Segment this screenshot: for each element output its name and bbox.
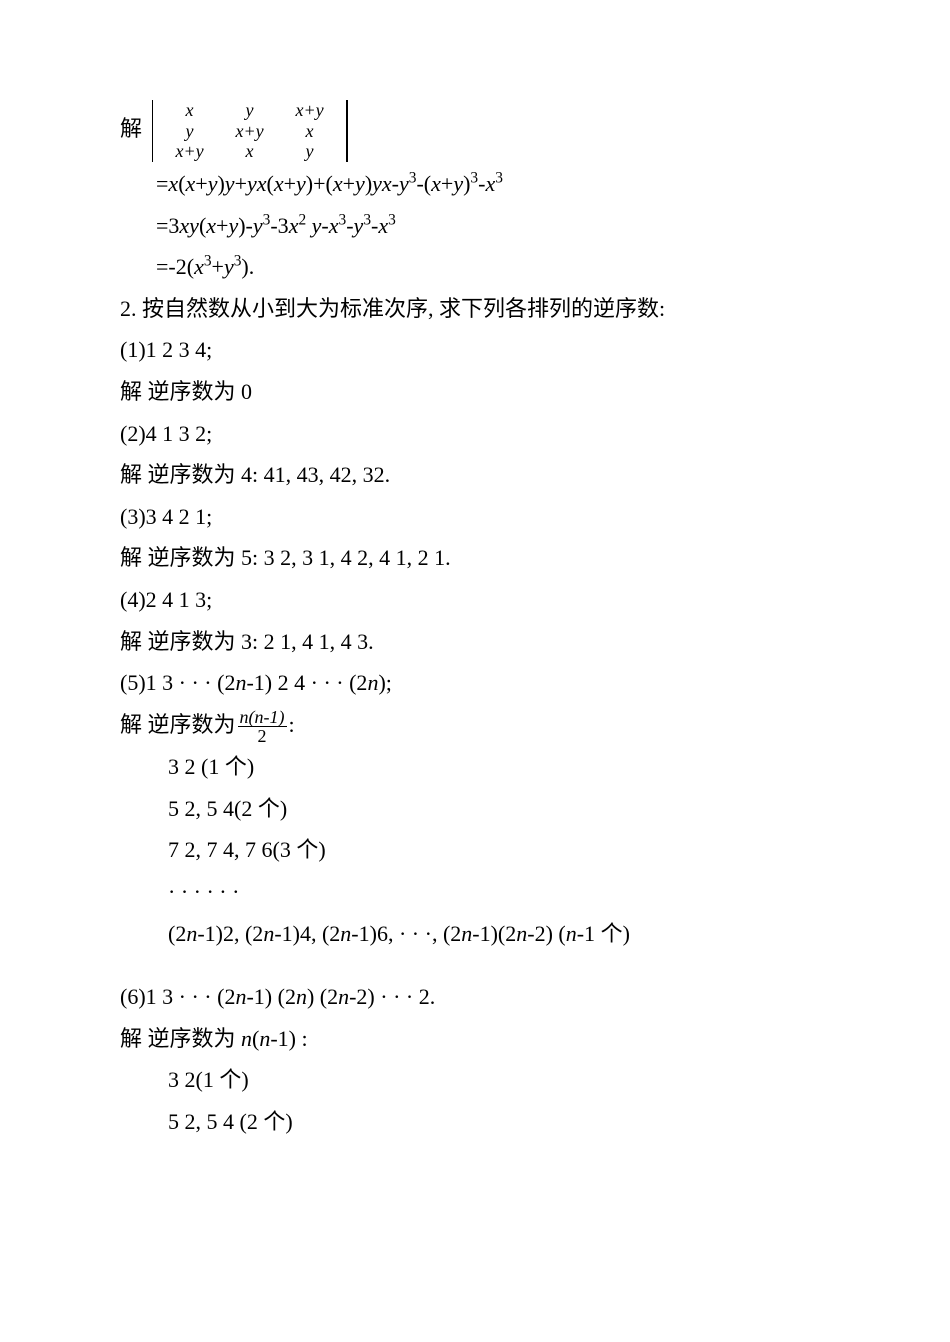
q2-part-5: (5)1 3 · · · (2n-1) 2 4 · · · (2n);	[120, 663, 830, 703]
q2-5-item-1: 3 2 (1 个)	[120, 747, 830, 787]
determinant-3x3: x y x+y y x+y x x+y x y	[152, 100, 348, 162]
q2-part-2: (2)4 1 3 2;	[120, 414, 830, 454]
question-2-title: 2. 按自然数从小到大为标准次序, 求下列各排列的逆序数:	[120, 289, 830, 329]
expansion-line-3: =-2(x3+y3).	[120, 247, 830, 287]
determinant-line: 解 x y x+y y x+y x x+y x y	[120, 100, 830, 162]
q2-part-3-solution: 解 逆序数为 5: 3 2, 3 1, 4 2, 4 1, 2 1.	[120, 538, 830, 578]
q2-part-6-solution: 解 逆序数为 n(n-1) :	[120, 1019, 830, 1059]
q2-part-2-solution: 解 逆序数为 4: 41, 43, 42, 32.	[120, 455, 830, 495]
q2-5-item-2: 5 2, 5 4(2 个)	[120, 789, 830, 829]
q2-part-4: (4)2 4 1 3;	[120, 580, 830, 620]
q2-part-6: (6)1 3 · · · (2n-1) (2n) (2n-2) · · · 2.	[120, 977, 830, 1017]
q2-5-item-3: 7 2, 7 4, 7 6(3 个)	[120, 830, 830, 870]
q2-6-item-1: 3 2(1 个)	[120, 1060, 830, 1100]
q2-5-item-last: (2n-1)2, (2n-1)4, (2n-1)6, · · ·, (2n-1)…	[120, 914, 830, 954]
q2-part-3: (3)3 4 2 1;	[120, 497, 830, 537]
q2-5-dots: · · · · · ·	[120, 872, 830, 912]
expansion-line-1: =x(x+y)y+yx(x+y)+(x+y)yx-y3-(x+y)3-x3	[120, 164, 830, 204]
q2-part-5-solution: 解 逆序数为n(n-1)2:	[120, 705, 830, 745]
q2-part-4-solution: 解 逆序数为 3: 2 1, 4 1, 4 3.	[120, 622, 830, 662]
q2-6-item-2: 5 2, 5 4 (2 个)	[120, 1102, 830, 1142]
expansion-line-2: =3xy(x+y)-y3-3x2 y-x3-y3-x3	[120, 206, 830, 246]
spacer	[120, 955, 830, 975]
q2-part-1: (1)1 2 3 4;	[120, 330, 830, 370]
q2-part-1-solution: 解 逆序数为 0	[120, 372, 830, 412]
solution-label: 解	[120, 116, 142, 141]
fraction: n(n-1)2	[238, 708, 287, 745]
